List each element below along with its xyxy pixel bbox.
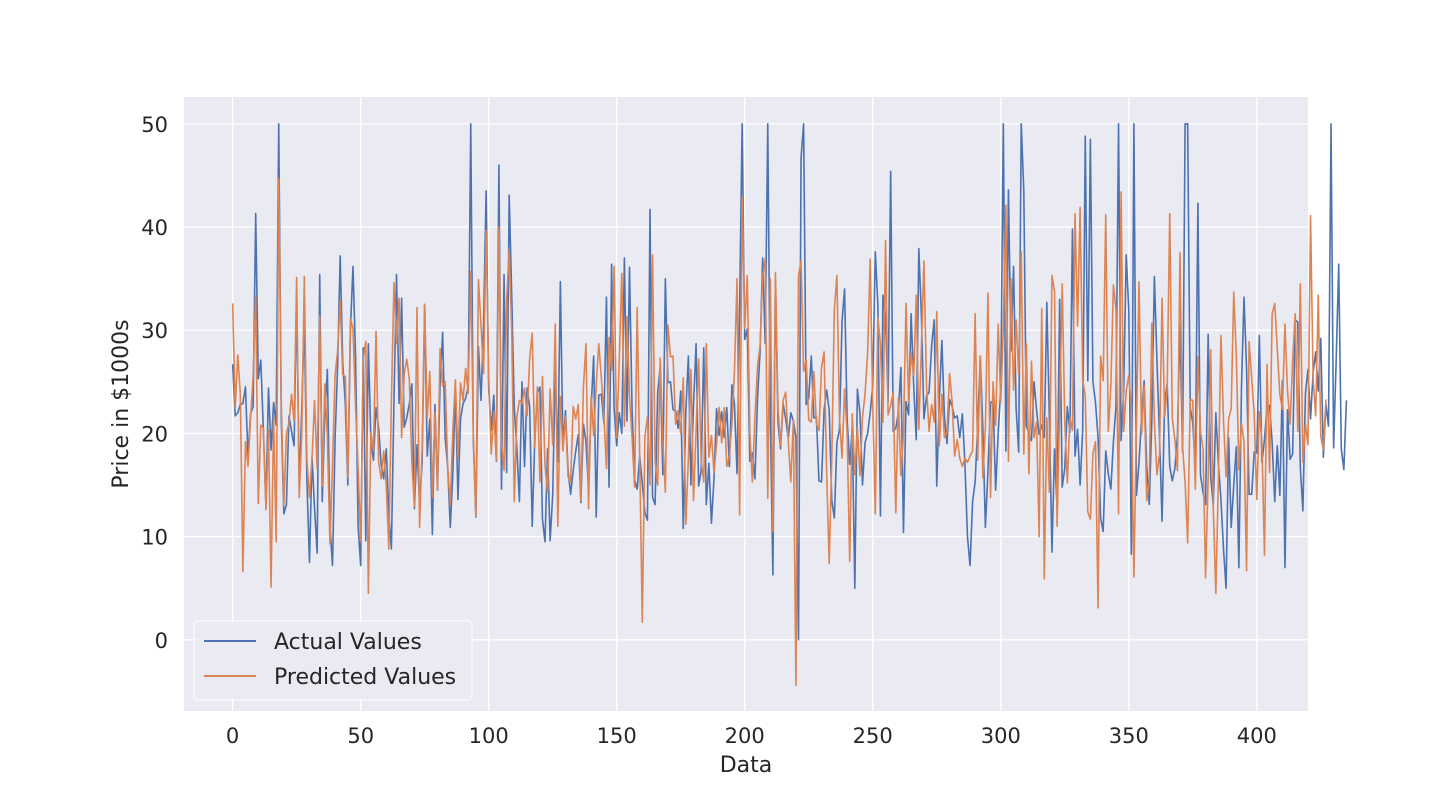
x-tick-label: 150	[597, 724, 637, 748]
legend-box	[193, 620, 473, 701]
y-tick-label: 20	[141, 422, 168, 446]
x-axis-label: Data	[720, 753, 773, 778]
y-tick-label: 10	[141, 526, 168, 550]
legend-label-actual: Actual Values	[274, 630, 422, 655]
x-tick-label: 300	[981, 724, 1021, 748]
x-tick-label: 50	[347, 724, 374, 748]
plot-background	[184, 97, 1308, 711]
y-tick-label: 0	[155, 629, 168, 653]
x-tick-label: 250	[853, 724, 893, 748]
x-tick-label: 350	[1109, 724, 1149, 748]
predicted-values-line	[231, 177, 1327, 687]
x-tick-label: 0	[226, 724, 239, 748]
x-tick-label: 200	[725, 724, 765, 748]
x-tick-label: 100	[469, 724, 509, 748]
legend: Actual Values Predicted Values	[193, 620, 473, 701]
y-axis-label: Price in $1000s	[109, 319, 134, 488]
y-tick-labels: 0 10 20 30 40 50	[141, 113, 168, 653]
y-tick-label: 30	[141, 319, 168, 343]
y-tick-label: 40	[141, 216, 168, 240]
y-tick-label: 50	[141, 113, 168, 137]
x-tick-labels: 0 50 100 150 200 250 300 350 400	[226, 724, 1277, 748]
series-layer	[231, 123, 1348, 687]
x-tick-label: 400	[1237, 724, 1277, 748]
legend-label-predicted: Predicted Values	[274, 665, 456, 690]
